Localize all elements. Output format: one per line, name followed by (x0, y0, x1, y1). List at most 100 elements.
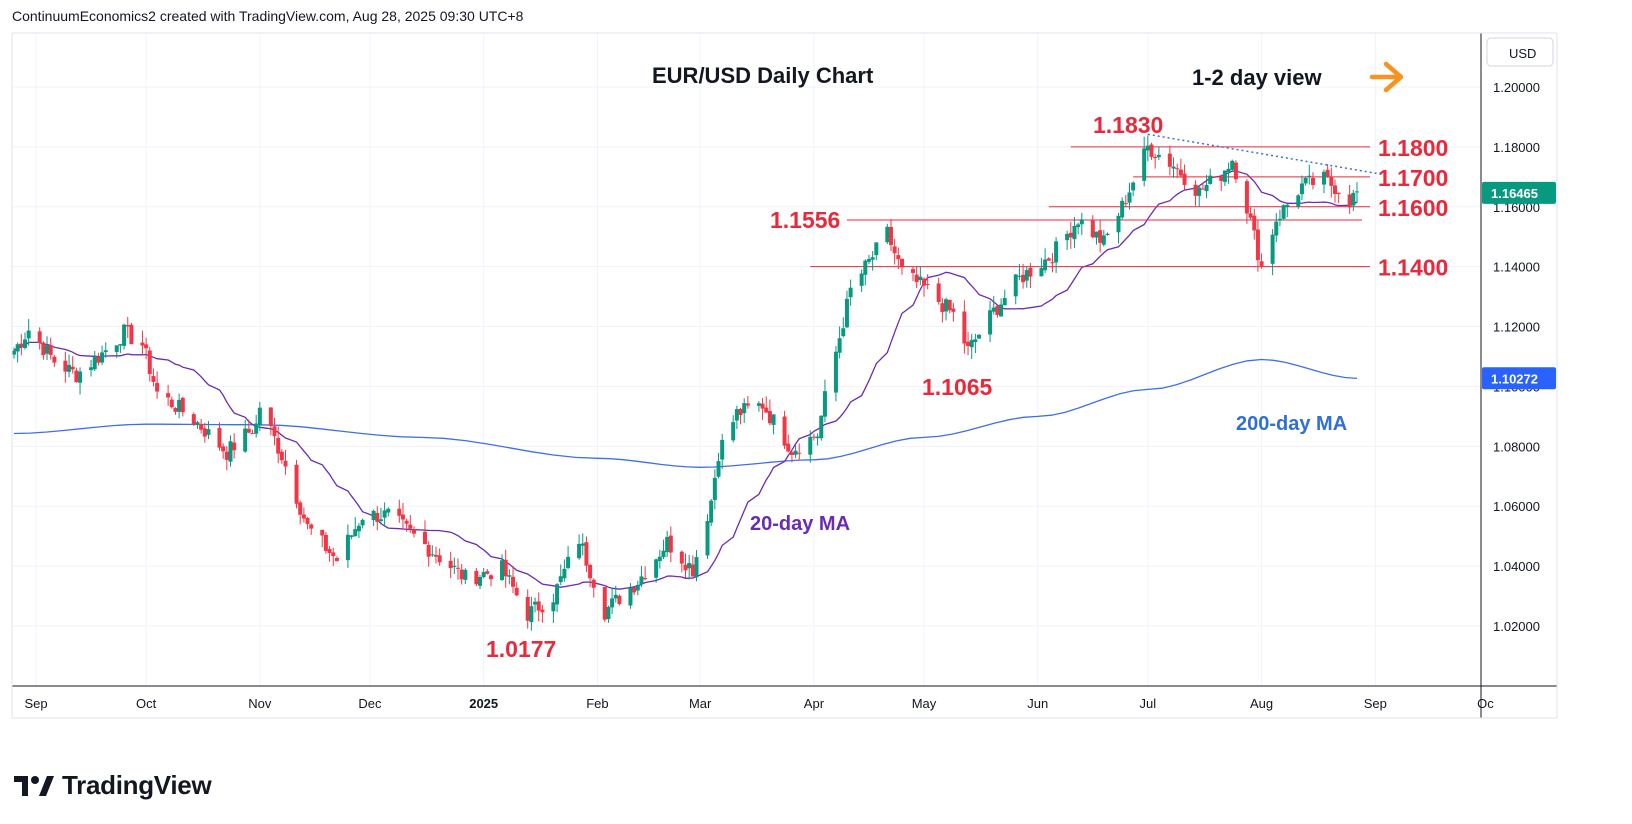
x-tick-label: Apr (804, 696, 825, 711)
candle-body (371, 510, 376, 521)
candle-body (1142, 148, 1147, 181)
candle-body (632, 587, 637, 593)
candle-body (657, 556, 662, 562)
candle-body (1068, 232, 1073, 238)
candle-body (272, 426, 277, 437)
candle-body (250, 433, 255, 435)
candle-body (408, 524, 413, 529)
candle-body (144, 344, 149, 349)
candle-body (815, 436, 820, 439)
candle-body (782, 416, 787, 446)
candle-body (118, 344, 123, 346)
candle-body (1226, 168, 1231, 173)
candle-body (221, 446, 226, 452)
candle-body (1116, 215, 1121, 233)
candle-body (246, 428, 251, 433)
candle-body (771, 414, 776, 425)
candle-body (191, 414, 196, 425)
currency-tag (1486, 37, 1554, 67)
y-tick-label: 1.12000 (1493, 320, 1540, 335)
candle-body (859, 273, 864, 286)
candle-body (529, 606, 534, 623)
candle-body (147, 350, 152, 375)
x-tick-label: Jul (1140, 696, 1157, 711)
candle-body (331, 552, 336, 557)
candle-body (12, 350, 16, 355)
candle-body (1153, 156, 1158, 159)
candle-body (173, 407, 178, 412)
x-tick-label: Feb (586, 696, 608, 711)
candle-body (15, 344, 20, 352)
chart-subtitle: 1-2 day view (1192, 65, 1323, 90)
candle-body (1329, 176, 1334, 186)
x-tick-label: Jun (1027, 696, 1048, 711)
candle-body (914, 274, 919, 283)
candle-body (584, 542, 589, 566)
candle-body (911, 269, 916, 273)
candle-body (1219, 176, 1224, 181)
candle-body (540, 609, 545, 613)
candle-body (1230, 160, 1235, 170)
candle-body (966, 341, 971, 347)
candle-body (944, 299, 949, 312)
chart-title: EUR/USD Daily Chart (652, 63, 874, 88)
candle-body (789, 452, 794, 455)
candle-body (661, 550, 666, 558)
candle-body (232, 442, 237, 451)
candle-body (892, 246, 897, 254)
level-label-1.1800: 1.1800 (1378, 135, 1448, 161)
candle-body (1197, 187, 1202, 196)
candle-body (1046, 258, 1051, 261)
candle-body (1156, 154, 1161, 158)
y-tick-label: 1.14000 (1493, 260, 1540, 275)
candle-body (353, 529, 358, 537)
candle-body (837, 338, 842, 353)
candle-body (243, 428, 248, 452)
candle-body (654, 559, 659, 578)
candle-body (797, 452, 802, 454)
price-label-bg (1482, 181, 1556, 204)
candle-body (1208, 175, 1213, 184)
candle-body (822, 391, 827, 417)
candle-body (643, 578, 648, 580)
candle-body (591, 579, 596, 588)
candle-body (67, 364, 72, 372)
x-tick-label: Sep (24, 696, 47, 711)
level-label-1.1400: 1.1400 (1378, 255, 1448, 281)
candle-body (1175, 168, 1180, 170)
candle-body (37, 331, 42, 343)
ma20-series (13, 170, 1358, 590)
candle-body (588, 564, 593, 579)
x-tick-label: Oct (136, 696, 157, 711)
annotation-1.0177: 1.0177 (486, 636, 556, 662)
tradingview-brand[interactable]: TradingView (14, 770, 212, 801)
candle-body (1296, 195, 1301, 207)
ma200-series (13, 358, 1358, 468)
candle-body (566, 556, 571, 569)
candle-body (463, 569, 468, 580)
candle-body (936, 283, 941, 302)
candle-body (404, 520, 409, 524)
price-label-bg (1482, 367, 1556, 390)
candle-body (455, 567, 460, 569)
candle-body (309, 524, 314, 529)
candle-body (1244, 181, 1249, 214)
candle-body (1021, 274, 1026, 283)
candle-body (1321, 171, 1326, 185)
candle-body (940, 303, 945, 312)
candle-body (1204, 184, 1209, 192)
candle-body (1248, 213, 1253, 218)
candle-body (1310, 178, 1315, 185)
candle-body (478, 577, 483, 586)
candle-body (459, 569, 464, 580)
y-tick-label: 1.20000 (1493, 80, 1540, 95)
candle-body (760, 403, 765, 409)
candle-body (808, 436, 813, 455)
candle-body (320, 529, 325, 536)
candle-body (602, 586, 607, 620)
candle-body (1233, 162, 1238, 180)
y-tick-label: 1.04000 (1493, 559, 1540, 574)
y-tick-label: 1.02000 (1493, 619, 1540, 634)
candle-body (257, 407, 262, 426)
